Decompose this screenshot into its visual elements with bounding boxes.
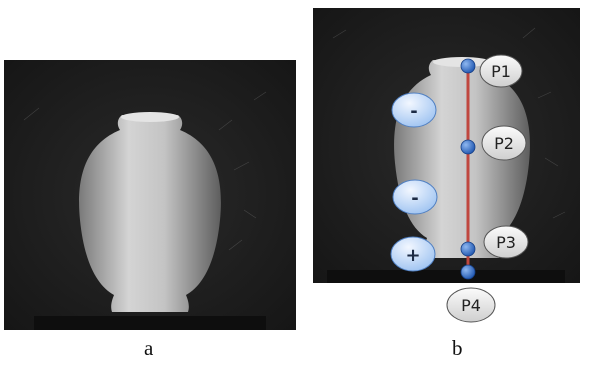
control-point-p4[interactable] xyxy=(460,264,476,280)
adjust-button-minus-1[interactable]: - xyxy=(391,92,437,128)
point-label-p3: P3 xyxy=(483,225,529,259)
svg-text:P3: P3 xyxy=(496,233,516,252)
vase-photo-a xyxy=(4,60,296,330)
point-label-p1: P1 xyxy=(479,54,523,88)
svg-text:+: + xyxy=(405,245,420,266)
svg-text:P4: P4 xyxy=(461,296,481,315)
adjust-button-minus-2[interactable]: - xyxy=(392,179,438,215)
svg-text:-: - xyxy=(411,188,418,209)
control-point-p2[interactable] xyxy=(460,139,476,155)
caption-a: a xyxy=(144,336,154,360)
svg-text:P1: P1 xyxy=(491,62,511,81)
svg-text:P2: P2 xyxy=(494,134,514,153)
adjust-button-plus[interactable]: + xyxy=(390,236,436,272)
point-label-p4: P4 xyxy=(446,287,496,323)
point-label-p2: P2 xyxy=(481,125,527,161)
control-point-p1[interactable] xyxy=(460,58,476,74)
control-point-p3[interactable] xyxy=(460,241,476,257)
vase-annotation-panel-b: P1 P2 P3 - - + xyxy=(313,8,580,283)
vase-shape-a xyxy=(79,115,221,312)
caption-b: b xyxy=(452,336,463,360)
svg-text:-: - xyxy=(410,101,417,122)
